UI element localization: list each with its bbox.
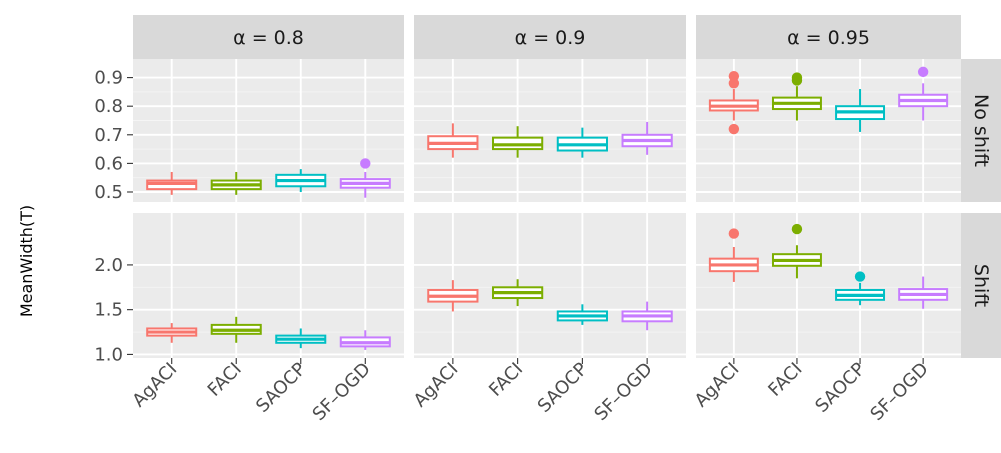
x-tick-label: AgACI: [691, 359, 744, 412]
boxplot-agaci: [427, 280, 479, 312]
x-tick-label: SAOCP: [534, 359, 592, 417]
boxplot-sfogd: [621, 301, 673, 331]
x-tick-label: SAOCP: [811, 359, 869, 417]
x-tick-label: SF–OGD: [590, 359, 656, 425]
panel-background: [414, 59, 686, 202]
x-tick-label: FACI: [764, 359, 806, 401]
y-tick-label: 1.5: [94, 300, 123, 321]
outlier-point: [791, 72, 803, 83]
facet-strip-label: Shift: [970, 264, 992, 307]
boxplot-saocp: [835, 271, 886, 306]
facet-panel: [414, 59, 686, 202]
facet-strip-col-2: [696, 15, 961, 59]
boxplot-faci: [210, 171, 262, 195]
outlier-point: [728, 123, 740, 135]
boxplot-faci: [771, 72, 822, 121]
x-tick-label: SF–OGD: [309, 359, 375, 425]
panel-background: [696, 213, 961, 358]
facet-panel: [133, 213, 404, 358]
boxplot-sfogd: [898, 66, 949, 121]
outlier-point: [360, 158, 371, 169]
facet-panel: [133, 59, 404, 202]
boxplot-saocp: [835, 89, 886, 132]
panel-background: [696, 59, 961, 202]
facet-strip-label: No shift: [970, 94, 992, 167]
y-tick-label: 0.9: [94, 68, 123, 89]
boxplot-sfogd: [898, 276, 949, 309]
x-tick-label: FACI: [204, 359, 246, 401]
boxplot-saocp: [275, 169, 327, 192]
outlier-point: [854, 271, 866, 282]
y-tick-label: 0.6: [94, 153, 123, 174]
x-tick-label: SAOCP: [252, 359, 310, 417]
boxplot-sfogd: [339, 330, 391, 350]
facet-strip-row-1: [961, 213, 1001, 358]
y-tick-label: 0.7: [94, 125, 123, 146]
boxplot-faci: [492, 126, 544, 158]
x-tick-label: AgACI: [128, 359, 181, 412]
boxplot-faci: [771, 223, 822, 279]
facet-strip-col-1: [414, 15, 686, 59]
boxplot-faci: [210, 316, 262, 343]
y-axis-label: MeanWidth(T): [17, 205, 36, 317]
boxplot-faci: [492, 279, 544, 307]
outlier-point: [728, 228, 740, 239]
y-tick-label: 2.0: [94, 255, 123, 276]
x-tick-label: SF–OGD: [866, 359, 932, 425]
y-tick-label: 0.5: [94, 182, 123, 203]
facet-strip-label: α = 0.8: [233, 27, 304, 49]
boxplot-saocp: [275, 328, 327, 349]
facet-panel: [696, 213, 961, 358]
outlier-point: [791, 223, 803, 235]
outlier-point: [728, 70, 740, 82]
boxplot-sfogd: [621, 121, 673, 155]
outlier-point: [728, 78, 740, 89]
boxplot-saocp: [556, 304, 608, 325]
boxplot-agaci: [427, 123, 479, 158]
facet-panel: [696, 59, 961, 202]
facet-strip-label: α = 0.9: [515, 27, 586, 49]
boxplot-agaci: [146, 323, 198, 343]
x-tick-label: AgACI: [410, 359, 463, 412]
panel-background: [414, 213, 686, 358]
boxplot-agaci: [146, 171, 198, 195]
boxplot-saocp: [556, 127, 608, 158]
x-tick-label: FACI: [485, 359, 527, 401]
facet-strip-col-0: [133, 15, 404, 59]
outlier-point: [917, 66, 929, 78]
boxplot-sfogd: [339, 158, 391, 198]
facet-strip-row-0: [961, 59, 1001, 202]
boxplot-agaci: [708, 228, 759, 282]
facet-panel: [414, 213, 686, 358]
y-tick-label: 1.0: [94, 344, 123, 365]
facet-strip-label: α = 0.95: [787, 27, 870, 49]
boxplot-agaci: [708, 70, 759, 135]
y-tick-label: 0.8: [94, 96, 123, 117]
